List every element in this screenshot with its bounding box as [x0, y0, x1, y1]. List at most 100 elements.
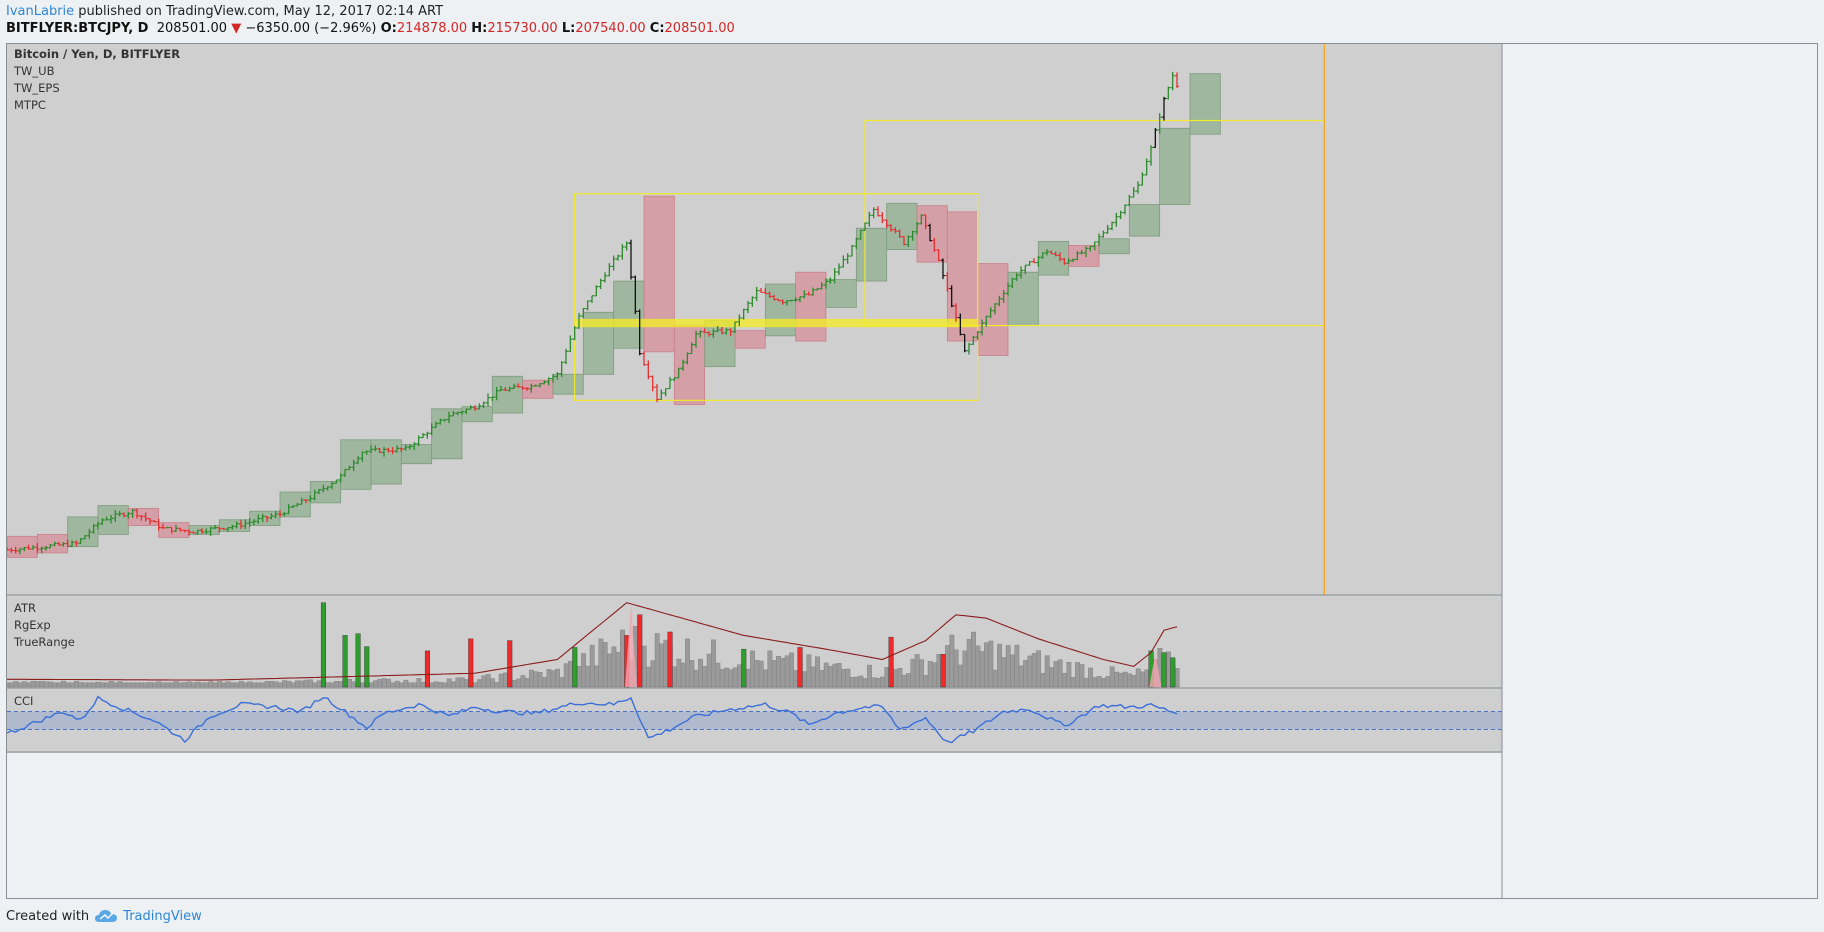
true-range-bar — [516, 678, 521, 688]
true-range-bar — [160, 682, 166, 688]
tradingview-cloud-icon — [95, 910, 118, 922]
true-range-bar — [1018, 665, 1024, 688]
true-range-bar — [849, 677, 855, 688]
open-value: 214878.00 — [396, 21, 468, 36]
weekly-range-box — [431, 408, 463, 460]
true-range-bar — [754, 660, 760, 688]
true-range-bar — [1092, 677, 1098, 688]
true-range-bar — [147, 682, 153, 688]
true-range-bar — [854, 676, 859, 688]
true-range-bar — [529, 669, 534, 688]
true-range-bar — [693, 669, 699, 688]
true-range-bar — [117, 681, 123, 688]
true-range-bar — [966, 638, 972, 688]
atr-pane[interactable]: 40000.000020000.00000.0000ATRRgExpTrueRa… — [4, 601, 1575, 694]
true-range-bar — [1144, 669, 1150, 688]
true-range-bar — [108, 681, 114, 688]
true-range-bar — [611, 646, 617, 688]
true-range-bar — [1118, 672, 1124, 688]
true-range-bar — [836, 663, 842, 688]
true-range-bar — [533, 671, 539, 688]
chart-frame[interactable]: 230000.00190000.00170000.00150000.001400… — [4, 43, 1818, 899]
true-range-bar — [802, 671, 807, 688]
true-range-bar — [494, 682, 500, 688]
true-range-bar — [1166, 651, 1171, 688]
true-range-bar — [61, 680, 66, 688]
true-range-bar — [134, 682, 140, 688]
cci-pane[interactable]: 250.00000.0000-250.0000CCI — [6, 693, 1566, 750]
true-range-bar — [48, 681, 53, 688]
true-range-bar — [459, 677, 465, 688]
weekly-range-box — [309, 481, 342, 504]
true-range-bar — [1001, 657, 1007, 688]
created-with-label: Created with — [6, 908, 90, 924]
true-range-bar — [542, 677, 547, 688]
true-range-bar — [1096, 676, 1102, 688]
chart-canvas[interactable]: 230000.00190000.00170000.00150000.001400… — [4, 44, 1817, 898]
true-range-bar — [251, 682, 257, 688]
true-range-bar — [182, 682, 188, 688]
true-range-bar — [988, 640, 994, 688]
true-range-bar — [1122, 671, 1128, 688]
true-range-bar — [737, 664, 742, 688]
price-pane[interactable]: 230000.00190000.00170000.00150000.001400… — [5, 44, 1571, 595]
low-value: 207540.00 — [575, 21, 646, 36]
true-range-bar — [936, 654, 942, 688]
true-range-bar — [589, 644, 595, 688]
true-range-bar — [407, 682, 413, 688]
true-range-bar — [78, 682, 84, 688]
true-range-bar — [416, 678, 422, 688]
true-range-bar-colored — [940, 654, 946, 688]
true-range-bar-colored — [741, 648, 747, 688]
true-range-bar — [329, 682, 335, 688]
true-range-bar — [971, 631, 976, 688]
true-range-bar — [221, 682, 227, 688]
true-range-bar — [82, 682, 88, 688]
true-range-bar — [745, 668, 751, 688]
true-range-bar — [208, 681, 214, 688]
true-range-bar — [641, 645, 647, 688]
weekly-range-box — [643, 195, 675, 353]
true-range-bar — [139, 682, 144, 688]
true-range-bar — [1114, 671, 1119, 688]
true-range-bar — [299, 680, 305, 688]
true-range-bar — [113, 682, 118, 688]
weekly-range-box — [734, 330, 766, 349]
tradingview-link[interactable]: TradingView — [123, 908, 202, 924]
yellow-range-rectangle — [574, 193, 979, 401]
true-range-bar — [351, 681, 357, 688]
true-range-bar — [927, 661, 933, 688]
true-range-bar — [412, 682, 417, 688]
true-range-bar — [897, 668, 903, 688]
true-range-bar — [646, 666, 651, 688]
true-range-bar — [689, 660, 695, 688]
true-range-bar — [1088, 667, 1093, 688]
true-range-bar — [225, 681, 231, 688]
true-range-bar-colored — [797, 647, 803, 688]
true-range-bar — [403, 679, 409, 688]
true-range-bar — [845, 668, 851, 688]
true-range-bar — [1174, 668, 1180, 688]
true-range-bar — [212, 682, 218, 688]
true-range-bar — [559, 677, 565, 688]
true-range-bar — [1053, 661, 1059, 688]
true-range-bar — [199, 682, 205, 688]
true-range-bar — [22, 681, 27, 688]
true-range-bar-colored — [888, 636, 894, 688]
weekly-range-box — [1189, 73, 1221, 135]
true-range-bar — [680, 662, 686, 688]
true-range-bar — [1105, 676, 1111, 688]
weekly-range-box — [1128, 204, 1161, 237]
author-link[interactable]: IvanLabrie — [6, 4, 75, 19]
true-range-bar — [793, 670, 799, 688]
rgexp-spike — [625, 604, 637, 687]
true-range-bar — [780, 658, 786, 688]
true-range-bar — [334, 681, 339, 688]
true-range-bar — [953, 649, 959, 688]
true-range-bar — [74, 681, 79, 688]
true-range-bar — [607, 653, 612, 688]
true-range-bar — [87, 682, 92, 688]
symbol-interval[interactable]: BITFLYER:BTCJPY, D — [6, 21, 149, 36]
true-range-bar — [169, 682, 175, 688]
true-range-bar — [663, 639, 669, 688]
